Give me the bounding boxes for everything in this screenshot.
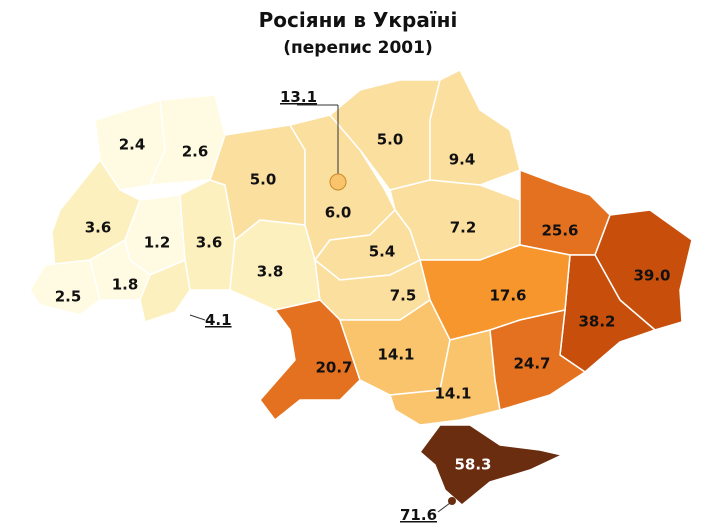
region-label-kirovohrad: 7.5 xyxy=(390,287,417,305)
map-subtitle: (перепис 2001) xyxy=(283,38,433,58)
region-label-kyiv-oblast: 6.0 xyxy=(325,204,352,222)
region-label-rivne: 2.6 xyxy=(182,143,209,161)
region-chernivtsi xyxy=(139,259,191,323)
region-kharkiv xyxy=(519,169,611,256)
region-crimea xyxy=(419,424,563,506)
region-label-chernivtsi: 4.1 xyxy=(205,311,232,329)
region-label-zaporizhzhia: 24.7 xyxy=(513,355,550,373)
region-label-chernihiv: 5.0 xyxy=(377,131,404,149)
region-zaporizhzhia xyxy=(489,309,586,411)
region-label-ternopil: 1.2 xyxy=(144,234,171,252)
region-label-sumy: 9.4 xyxy=(449,151,476,169)
region-label-crimea: 58.3 xyxy=(454,456,491,474)
region-label-lviv: 3.6 xyxy=(85,219,112,237)
region-label-kharkiv: 25.6 xyxy=(541,222,578,240)
region-label-kyiv-city: 13.1 xyxy=(280,88,317,106)
region-label-cherkasy: 5.4 xyxy=(369,243,396,261)
region-label-odesa: 20.7 xyxy=(315,359,352,377)
region-label-vinnytsia: 3.8 xyxy=(257,263,284,281)
region-label-zakarpattia: 2.5 xyxy=(55,288,82,306)
region-label-donetsk: 38.2 xyxy=(578,313,615,331)
leader-line xyxy=(437,502,451,513)
region-label-khmelnytskyi: 3.6 xyxy=(196,234,223,252)
region-label-poltava: 7.2 xyxy=(450,219,477,237)
region-label-kherson: 14.1 xyxy=(434,385,471,403)
region-label-dnipropetrovsk: 17.6 xyxy=(489,287,526,305)
region-label-zhytomyr: 5.0 xyxy=(250,171,277,189)
region-kyiv-city xyxy=(329,173,347,191)
region-odesa xyxy=(259,299,361,421)
region-label-mykolaiv: 14.1 xyxy=(377,346,414,364)
map-title: Росіяни в Україні xyxy=(258,8,458,32)
region-label-sevastopol: 71.6 xyxy=(400,506,437,524)
leader-line xyxy=(189,314,206,321)
region-label-luhansk: 39.0 xyxy=(633,267,670,285)
region-label-volyn: 2.4 xyxy=(119,136,146,154)
region-label-ivano-frankivsk: 1.8 xyxy=(112,276,139,294)
